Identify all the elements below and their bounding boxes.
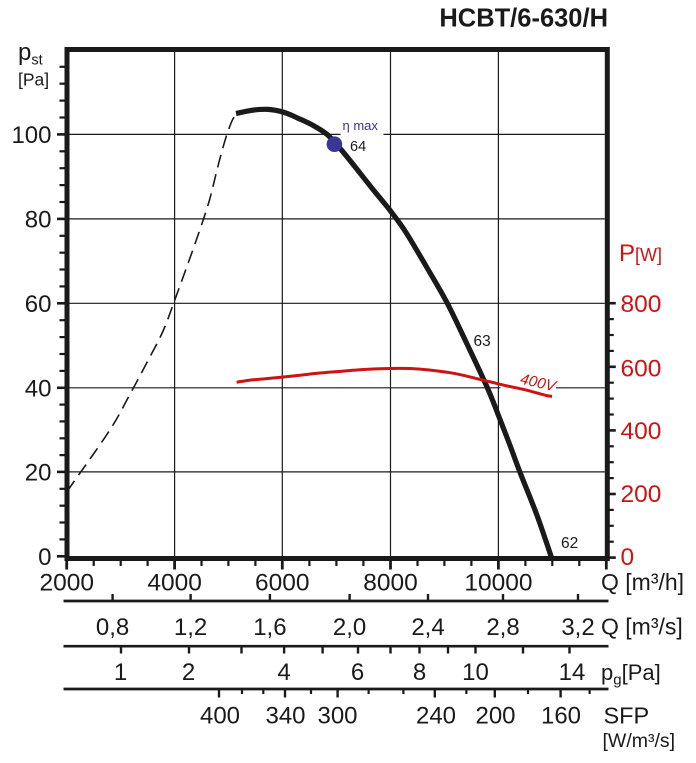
svg-text:400: 400 xyxy=(200,703,240,730)
svg-text:[Pa]: [Pa] xyxy=(18,70,49,90)
svg-text:340: 340 xyxy=(265,703,305,730)
svg-text:1,6: 1,6 xyxy=(253,614,286,641)
svg-text:100: 100 xyxy=(11,122,51,149)
svg-text:4000: 4000 xyxy=(147,570,202,597)
svg-text:6000: 6000 xyxy=(255,570,310,597)
svg-text:800: 800 xyxy=(621,291,662,318)
svg-text:300: 300 xyxy=(317,703,357,730)
svg-text:1,2: 1,2 xyxy=(174,614,207,641)
svg-text:2,4: 2,4 xyxy=(411,614,444,641)
svg-text:10: 10 xyxy=(462,659,489,686)
svg-text:η max: η max xyxy=(343,118,379,133)
svg-text:10000: 10000 xyxy=(464,570,532,597)
svg-text:62: 62 xyxy=(561,535,578,552)
svg-text:40: 40 xyxy=(25,375,52,402)
svg-text:8: 8 xyxy=(413,659,426,686)
svg-text:Q [m³/s]: Q [m³/s] xyxy=(601,614,683,640)
svg-text:400: 400 xyxy=(621,418,662,445)
svg-text:2,8: 2,8 xyxy=(486,614,519,641)
svg-text:63: 63 xyxy=(474,333,491,350)
svg-text:2000: 2000 xyxy=(39,570,94,597)
svg-text:SFP: SFP xyxy=(604,703,650,729)
svg-text:200: 200 xyxy=(475,703,515,730)
svg-text:4: 4 xyxy=(277,659,290,686)
svg-text:6: 6 xyxy=(351,659,364,686)
svg-text:600: 600 xyxy=(621,355,662,382)
svg-text:P[W]: P[W] xyxy=(619,240,662,267)
svg-text:60: 60 xyxy=(25,291,52,318)
svg-text:1: 1 xyxy=(114,659,127,686)
svg-text:80: 80 xyxy=(25,207,52,234)
svg-text:0: 0 xyxy=(621,544,635,571)
svg-text:[W/m³/s]: [W/m³/s] xyxy=(603,730,676,752)
svg-text:14: 14 xyxy=(559,659,586,686)
svg-text:0: 0 xyxy=(38,544,51,571)
svg-text:160: 160 xyxy=(541,703,581,730)
svg-text:20: 20 xyxy=(25,460,52,487)
svg-text:Q [m³/h]: Q [m³/h] xyxy=(601,569,684,595)
svg-text:240: 240 xyxy=(416,703,456,730)
svg-text:pg[Pa]: pg[Pa] xyxy=(601,660,661,689)
svg-text:64: 64 xyxy=(350,139,366,155)
svg-text:3,2: 3,2 xyxy=(561,614,594,641)
svg-text:0,8: 0,8 xyxy=(96,614,129,641)
svg-text:200: 200 xyxy=(621,481,662,508)
svg-text:2,0: 2,0 xyxy=(333,614,366,641)
svg-text:HCBT/6-630/H: HCBT/6-630/H xyxy=(439,5,608,33)
svg-text:8000: 8000 xyxy=(363,570,418,597)
svg-text:2: 2 xyxy=(182,659,195,686)
